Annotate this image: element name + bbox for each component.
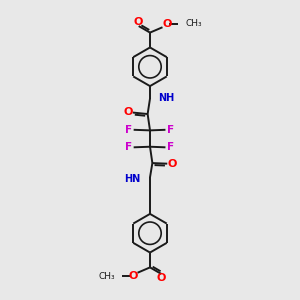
Text: CH₃: CH₃ [185,19,202,28]
Text: NH: NH [158,93,175,103]
Text: O: O [128,271,138,281]
Text: F: F [167,125,174,135]
Text: F: F [167,142,174,152]
Text: O: O [157,273,166,283]
Text: F: F [125,125,132,135]
Text: CH₃: CH₃ [98,272,115,281]
Text: O: O [123,107,132,117]
Text: O: O [168,159,177,169]
Text: O: O [162,19,172,29]
Text: HN: HN [124,174,140,184]
Text: O: O [134,17,143,27]
Text: F: F [125,142,132,152]
